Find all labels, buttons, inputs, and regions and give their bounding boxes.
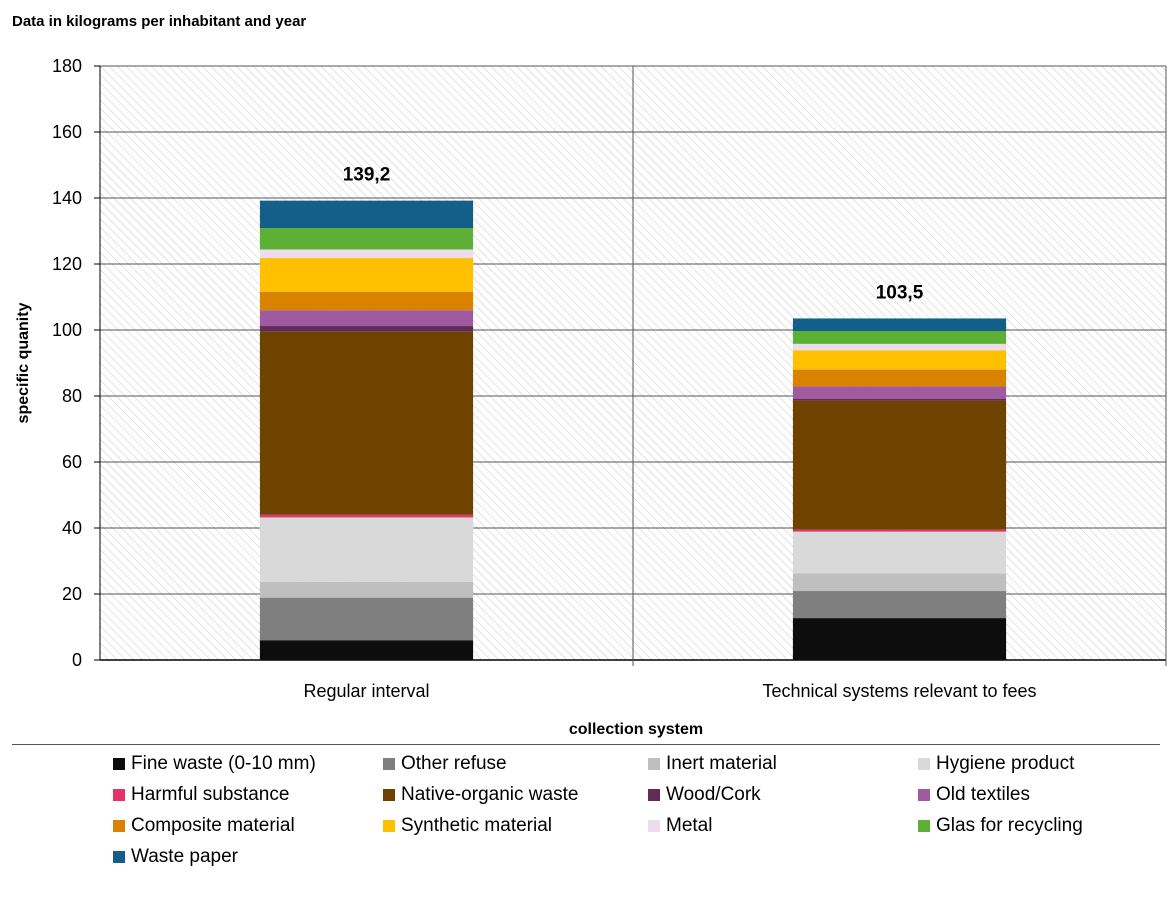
bar-segment — [792, 318, 1007, 331]
legend-item: Native-organic waste — [383, 783, 648, 807]
legend-swatch — [648, 789, 660, 801]
bar-total-label: 139,2 — [343, 165, 391, 186]
y-axis-label: specific quanity — [15, 302, 32, 423]
y-tick-label: 0 — [72, 650, 82, 670]
bar-segment — [259, 310, 474, 327]
bar-segment — [259, 200, 474, 229]
legend-item: Metal — [648, 814, 918, 838]
legend-label: Glas for recycling — [936, 815, 1083, 836]
y-axis-ticks: 0 20 40 60 80 100 120 140 160 180 — [52, 56, 100, 670]
legend-label: Waste paper — [131, 846, 239, 867]
legend-swatch — [648, 820, 660, 832]
legend-label: Composite material — [131, 815, 295, 836]
legend-item: Inert material — [648, 752, 918, 776]
legend-divider — [12, 744, 1160, 745]
legend-swatch — [918, 789, 930, 801]
bars: 139,2 103,5 — [259, 165, 1007, 660]
legend-swatch — [383, 789, 395, 801]
y-tick-label: 160 — [52, 122, 82, 142]
legend-label: Metal — [666, 815, 713, 836]
bar-segment — [259, 514, 474, 518]
bar-segment — [792, 369, 1007, 387]
legend-item: Composite material — [113, 814, 383, 838]
bar-total-label: 103,5 — [876, 282, 924, 303]
legend-label: Fine waste (0-10 mm) — [131, 753, 316, 774]
legend-item: Synthetic material — [383, 814, 648, 838]
y-tick-label: 60 — [62, 452, 82, 472]
legend-swatch — [113, 820, 125, 832]
legend-label: Native-organic waste — [401, 784, 579, 805]
legend-label: Wood/Cork — [666, 784, 761, 805]
y-tick-label: 100 — [52, 320, 82, 340]
bar-segment — [259, 228, 474, 250]
legend-item: Harmful substance — [113, 783, 383, 807]
bar-segment — [259, 640, 474, 660]
y-tick-label: 40 — [62, 518, 82, 538]
legend-swatch — [648, 758, 660, 770]
y-tick-label: 20 — [62, 584, 82, 604]
legend-label: Harmful substance — [131, 784, 290, 805]
bar-segment — [259, 597, 474, 641]
legend-label: Hygiene product — [936, 753, 1075, 774]
legend-item: Glas for recycling — [918, 814, 1153, 838]
legend: Fine waste (0-10 mm) Other refuse Inert ma… — [113, 752, 1153, 869]
legend-item: Wood/Cork — [648, 783, 918, 807]
bar-segment — [259, 258, 474, 292]
legend-swatch — [383, 758, 395, 770]
legend-item: Waste paper — [113, 845, 383, 869]
legend-label: Other refuse — [401, 753, 507, 774]
bar-segment — [792, 343, 1007, 351]
bar-segment — [792, 398, 1007, 401]
x-tick-label: Technical systems relevant to fees — [762, 681, 1036, 701]
legend-swatch — [383, 820, 395, 832]
legend-label: Synthetic material — [401, 815, 553, 836]
legend-item: Hygiene product — [918, 752, 1153, 776]
legend-swatch — [113, 758, 125, 770]
y-tick-label: 80 — [62, 386, 82, 406]
bar-segment — [792, 531, 1007, 574]
bar-segment — [259, 517, 474, 582]
bar-segment — [259, 331, 474, 515]
bar-segment — [792, 330, 1007, 344]
bar-segment — [792, 618, 1007, 660]
bar-segment — [792, 350, 1007, 370]
x-axis-tick-labels: Regular interval Technical systems releva… — [303, 681, 1036, 701]
bar-segment — [792, 386, 1007, 399]
y-tick-label: 120 — [52, 254, 82, 274]
legend-item: Other refuse — [383, 752, 648, 776]
y-tick-label: 180 — [52, 56, 82, 76]
bar-segment — [792, 400, 1007, 530]
bar-segment — [792, 573, 1007, 592]
legend-label: Old textiles — [936, 784, 1030, 805]
legend-label: Inert material — [666, 753, 777, 774]
legend-item: Fine waste (0-10 mm) — [113, 752, 383, 776]
legend-swatch — [113, 851, 125, 863]
bar-segment — [259, 291, 474, 311]
bar-segment — [259, 326, 474, 332]
legend-swatch — [113, 789, 125, 801]
bar-segment — [259, 249, 474, 259]
bar-segment — [792, 591, 1007, 619]
bar-segment — [792, 529, 1007, 532]
x-tick-label: Regular interval — [303, 681, 429, 701]
chart-title: Data in kilograms per inhabitant and yea… — [12, 13, 306, 30]
legend-swatch — [918, 758, 930, 770]
y-tick-label: 140 — [52, 188, 82, 208]
bar-segment — [259, 581, 474, 598]
legend-swatch — [918, 820, 930, 832]
x-axis-label: collection system — [569, 721, 703, 738]
legend-item: Old textiles — [918, 783, 1153, 807]
